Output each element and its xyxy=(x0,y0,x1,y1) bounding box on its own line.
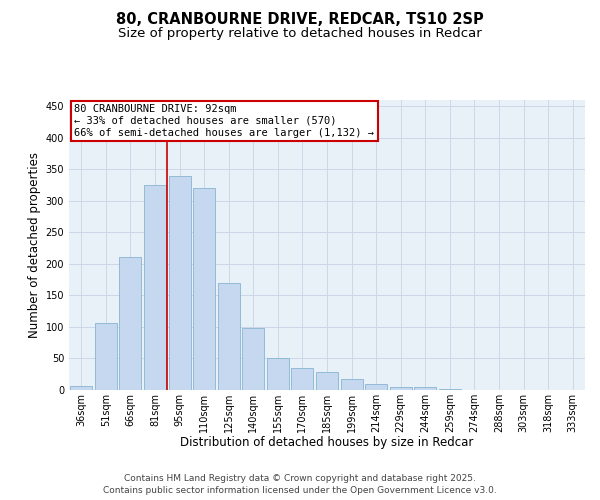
Bar xyxy=(169,176,191,390)
Bar xyxy=(267,358,289,390)
Bar xyxy=(414,388,436,390)
Bar xyxy=(365,384,387,390)
Bar xyxy=(292,368,313,390)
Bar xyxy=(70,386,92,390)
Bar xyxy=(242,328,265,390)
Bar xyxy=(119,257,142,390)
Text: Size of property relative to detached houses in Redcar: Size of property relative to detached ho… xyxy=(118,28,482,40)
Bar xyxy=(144,185,166,390)
Bar xyxy=(316,372,338,390)
Bar xyxy=(95,322,117,390)
X-axis label: Distribution of detached houses by size in Redcar: Distribution of detached houses by size … xyxy=(181,436,473,450)
Bar xyxy=(341,380,362,390)
Bar xyxy=(389,388,412,390)
Text: 80, CRANBOURNE DRIVE, REDCAR, TS10 2SP: 80, CRANBOURNE DRIVE, REDCAR, TS10 2SP xyxy=(116,12,484,28)
Text: 80 CRANBOURNE DRIVE: 92sqm
← 33% of detached houses are smaller (570)
66% of sem: 80 CRANBOURNE DRIVE: 92sqm ← 33% of deta… xyxy=(74,104,374,138)
Y-axis label: Number of detached properties: Number of detached properties xyxy=(28,152,41,338)
Text: Contains HM Land Registry data © Crown copyright and database right 2025.
Contai: Contains HM Land Registry data © Crown c… xyxy=(103,474,497,495)
Bar xyxy=(193,188,215,390)
Bar xyxy=(218,283,240,390)
